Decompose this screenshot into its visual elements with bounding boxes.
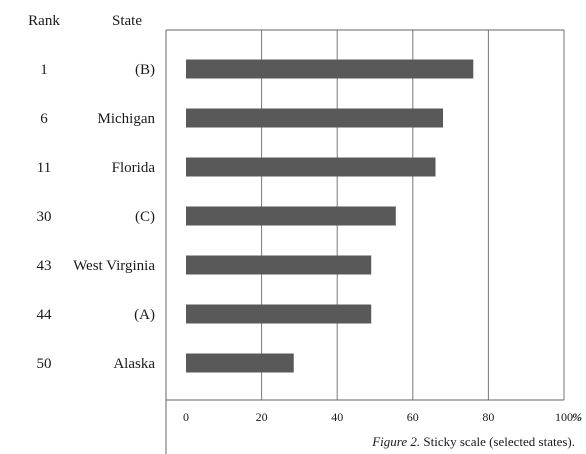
bars xyxy=(186,59,474,373)
x-tick-label-20: 20 xyxy=(256,410,268,424)
bar-5 xyxy=(186,304,372,324)
figure-number: Figure 2. xyxy=(371,434,420,449)
rank-label-4: 43 xyxy=(37,258,52,274)
rank-label-1: 6 xyxy=(40,111,48,127)
state-label-1: Michigan xyxy=(98,111,156,127)
rank-label-5: 44 xyxy=(37,307,53,323)
x-tick-labels: 0 20 40 60 80 100 xyxy=(183,410,573,424)
rank-column-header: Rank xyxy=(28,13,60,29)
bar-0 xyxy=(186,59,474,79)
state-label-5: (A) xyxy=(134,307,155,323)
bar-6 xyxy=(186,353,294,373)
rank-label-3: 30 xyxy=(37,209,52,225)
bar-1 xyxy=(186,108,444,128)
rank-labels: 1 6 11 30 43 44 50 xyxy=(37,62,53,372)
x-unit-label: % xyxy=(572,410,582,424)
gridlines xyxy=(261,30,565,400)
state-column-header: State xyxy=(112,13,142,29)
state-label-6: Alaska xyxy=(113,356,155,372)
state-label-3: (C) xyxy=(135,209,155,225)
x-tick-label-80: 80 xyxy=(482,410,494,424)
state-label-4: West Virginia xyxy=(73,258,155,274)
bar-4 xyxy=(186,255,372,275)
x-tick-label-40: 40 xyxy=(331,410,343,424)
figure-caption: Figure 2. Sticky scale (selected states)… xyxy=(371,434,575,449)
state-label-0: (B) xyxy=(135,62,155,78)
bar-3 xyxy=(186,206,396,226)
x-tick-label-0: 0 xyxy=(183,410,189,424)
state-labels: (B) Michigan Florida (C) West Virginia (A) Ala… xyxy=(73,62,155,372)
rank-label-6: 50 xyxy=(37,356,52,372)
figure-caption-text: Sticky scale (selected states). xyxy=(420,434,575,449)
rank-label-2: 11 xyxy=(37,160,51,176)
x-tick-label-100: 100 xyxy=(555,410,573,424)
state-label-2: Florida xyxy=(112,160,156,176)
rank-label-0: 1 xyxy=(40,62,48,78)
x-tick-label-60: 60 xyxy=(407,410,419,424)
bar-2 xyxy=(186,157,436,177)
